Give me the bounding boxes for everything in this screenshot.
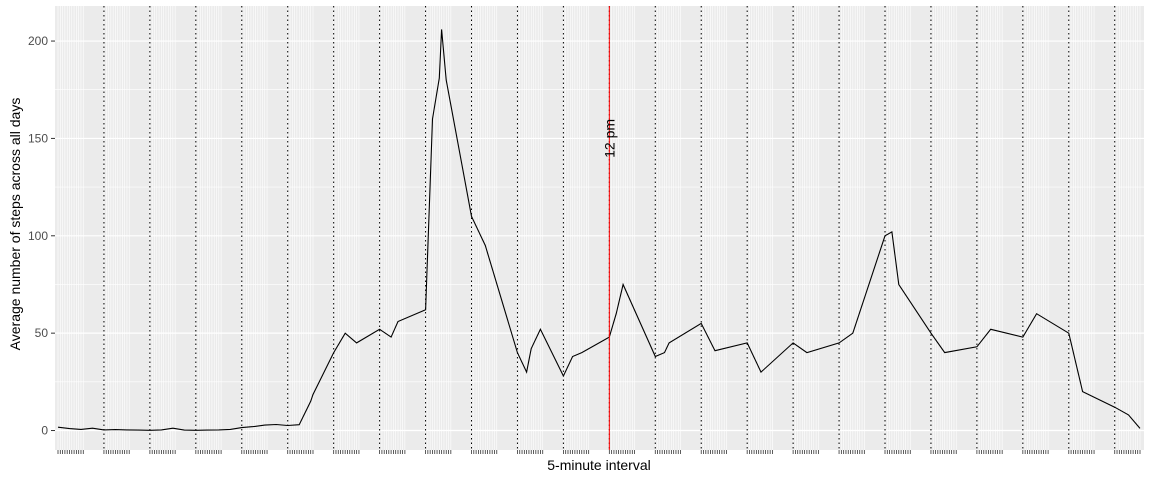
y-axis-ticks: 0 50 100 150 200: [28, 34, 55, 438]
y-tick-label: 50: [35, 326, 49, 340]
y-tick-label: 100: [28, 229, 48, 243]
y-tick-label: 150: [28, 131, 48, 145]
y-tick-label: 200: [28, 34, 48, 48]
series-line: [57, 29, 1141, 431]
annotation-12pm: 12 pm: [601, 119, 617, 158]
grid-major: [55, 40, 1144, 432]
y-axis-title: Average number of steps across all days: [7, 98, 23, 351]
panel-background: [55, 6, 1144, 450]
x-axis-title: 5-minute interval: [547, 457, 651, 473]
x-axis-ticks: [57, 450, 1141, 454]
y-tick-label: 0: [41, 424, 48, 438]
